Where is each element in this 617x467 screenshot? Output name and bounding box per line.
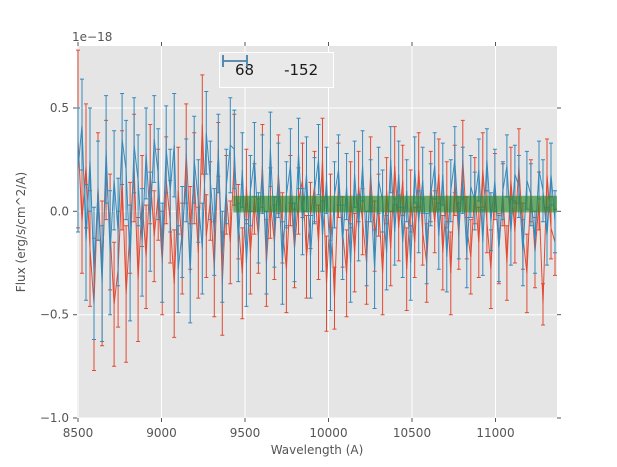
errorbar-glyph-icon: [222, 55, 248, 67]
reference-band: [233, 195, 558, 213]
y-tick-labels: −1.0 −0.5 0.0 0.5: [40, 101, 69, 425]
x-tick-labels: 8500 9000 9500 10000 10500 11000: [63, 426, 515, 440]
y-tick-label: 0.5: [50, 101, 69, 115]
x-axis-label: Wavelength (A): [270, 443, 364, 457]
legend-label: -152: [284, 61, 319, 79]
tick-marks: [73, 42, 561, 422]
axes-background: [77, 46, 557, 418]
y-tick-label: 0.0: [50, 204, 69, 218]
y-tick-label: −0.5: [40, 308, 69, 322]
x-tick-label: 10000: [309, 426, 347, 440]
y-tick-label: −1.0: [40, 411, 69, 425]
x-tick-label: 11000: [476, 426, 514, 440]
x-tick-label: 9500: [230, 426, 261, 440]
x-tick-label: 9000: [146, 426, 177, 440]
legend-label: 68: [235, 61, 255, 79]
y-axis-label: Flux (erg/s/cm^2/A): [14, 171, 28, 293]
x-tick-label: 10500: [393, 426, 431, 440]
legend-entry--152: -152: [222, 55, 319, 79]
x-tick-label: 8500: [63, 426, 94, 440]
legend: 68 -152: [219, 52, 335, 88]
y-axis-offset-text: 1e−18: [72, 30, 113, 44]
